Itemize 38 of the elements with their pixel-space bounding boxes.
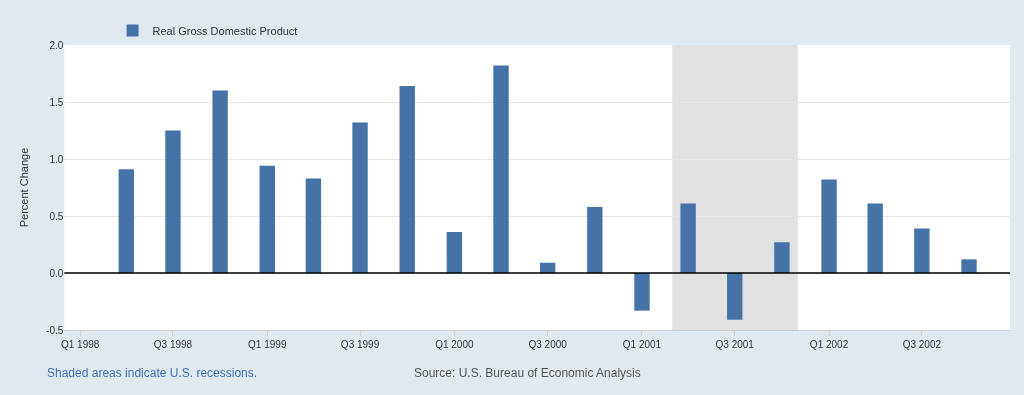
bar — [727, 273, 743, 320]
bar — [259, 165, 275, 273]
bar — [774, 242, 790, 273]
y-axis-title: Percent Change — [17, 147, 30, 228]
y-tick-label: 0.5 — [49, 210, 64, 222]
bar — [305, 178, 322, 273]
x-tick-label: Q1 2000 — [435, 339, 474, 350]
bar — [867, 203, 883, 273]
x-tick-label: Q1 2002 — [809, 339, 849, 350]
legend-label: Real Gross Domestic Product — [152, 24, 298, 37]
bar — [961, 259, 977, 273]
bar — [446, 231, 463, 273]
x-tick-label: Q3 1999 — [340, 339, 380, 350]
bar — [821, 179, 837, 273]
bar — [352, 122, 368, 273]
x-tick-label: Q1 2001 — [622, 339, 662, 350]
bar — [493, 65, 509, 273]
y-tick-label: 1.5 — [49, 96, 64, 108]
text: Shaded areas indicate U.S. recessions. — [47, 366, 258, 380]
bar — [587, 206, 603, 273]
x-tick-label: Q3 2002 — [902, 339, 942, 350]
bar — [914, 228, 930, 273]
source-note: Source: U.S. Bureau of Economic Analysis — [414, 366, 641, 380]
x-tick-label: Q3 2001 — [715, 339, 755, 350]
x-tick-label: Q3 2000 — [528, 339, 568, 350]
bar — [680, 203, 696, 273]
bar — [399, 86, 415, 273]
y-tick-label: -0.5 — [46, 324, 64, 336]
y-tick-label: 2.0 — [49, 39, 64, 51]
bar — [165, 130, 181, 273]
x-tick-label: Q3 1998 — [153, 339, 193, 350]
bar — [212, 90, 228, 273]
y-tick-label: 0.0 — [49, 267, 64, 279]
x-tick-label: Q1 1999 — [248, 339, 287, 350]
x-tick-label: Q1 1998 — [61, 339, 100, 350]
bar — [118, 169, 135, 273]
y-tick-label: 1.0 — [49, 153, 64, 165]
bar — [634, 273, 650, 311]
